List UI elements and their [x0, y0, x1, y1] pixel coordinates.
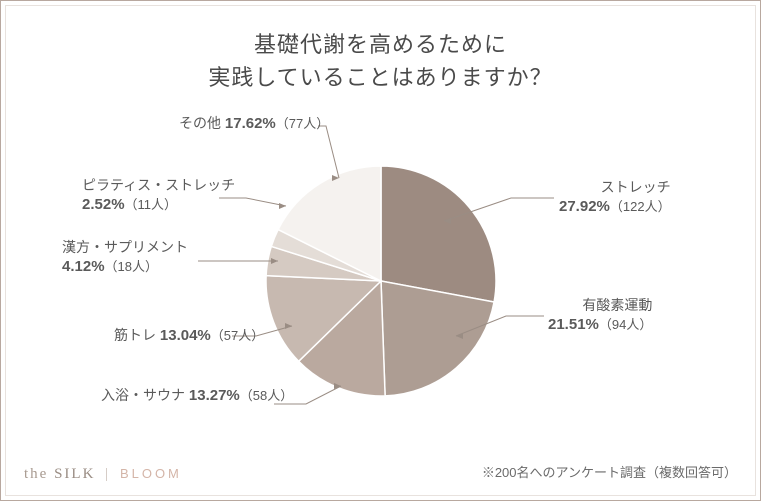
pie-slice [381, 281, 494, 396]
slice-label: ピラティス・ストレッチ2.52%（11人） [82, 176, 235, 215]
survey-note: ※200名へのアンケート調査（複数回答可） [482, 462, 737, 481]
slice-label: その他 17.62%（77人） [179, 114, 329, 134]
slice-label: 漢方・サプリメント4.12%（18人） [62, 238, 188, 277]
slice-label: 筋トレ 13.04%（57人） [114, 326, 264, 346]
leader-arrow [279, 203, 286, 209]
logo-prefix: the [24, 466, 48, 482]
slice-label: ストレッチ27.92%（122人） [559, 178, 671, 217]
pie-slice [381, 166, 496, 302]
logo-brand2: BLOOM [120, 466, 182, 481]
logo-brand1: SILK [54, 466, 95, 482]
logo-divider: | [105, 466, 110, 482]
brand-logo: the SILK | BLOOM [24, 466, 182, 483]
slice-label: 有酸素運動21.51%（94人） [548, 296, 652, 335]
slice-label: 入浴・サウナ 13.27%（58人） [101, 386, 293, 406]
